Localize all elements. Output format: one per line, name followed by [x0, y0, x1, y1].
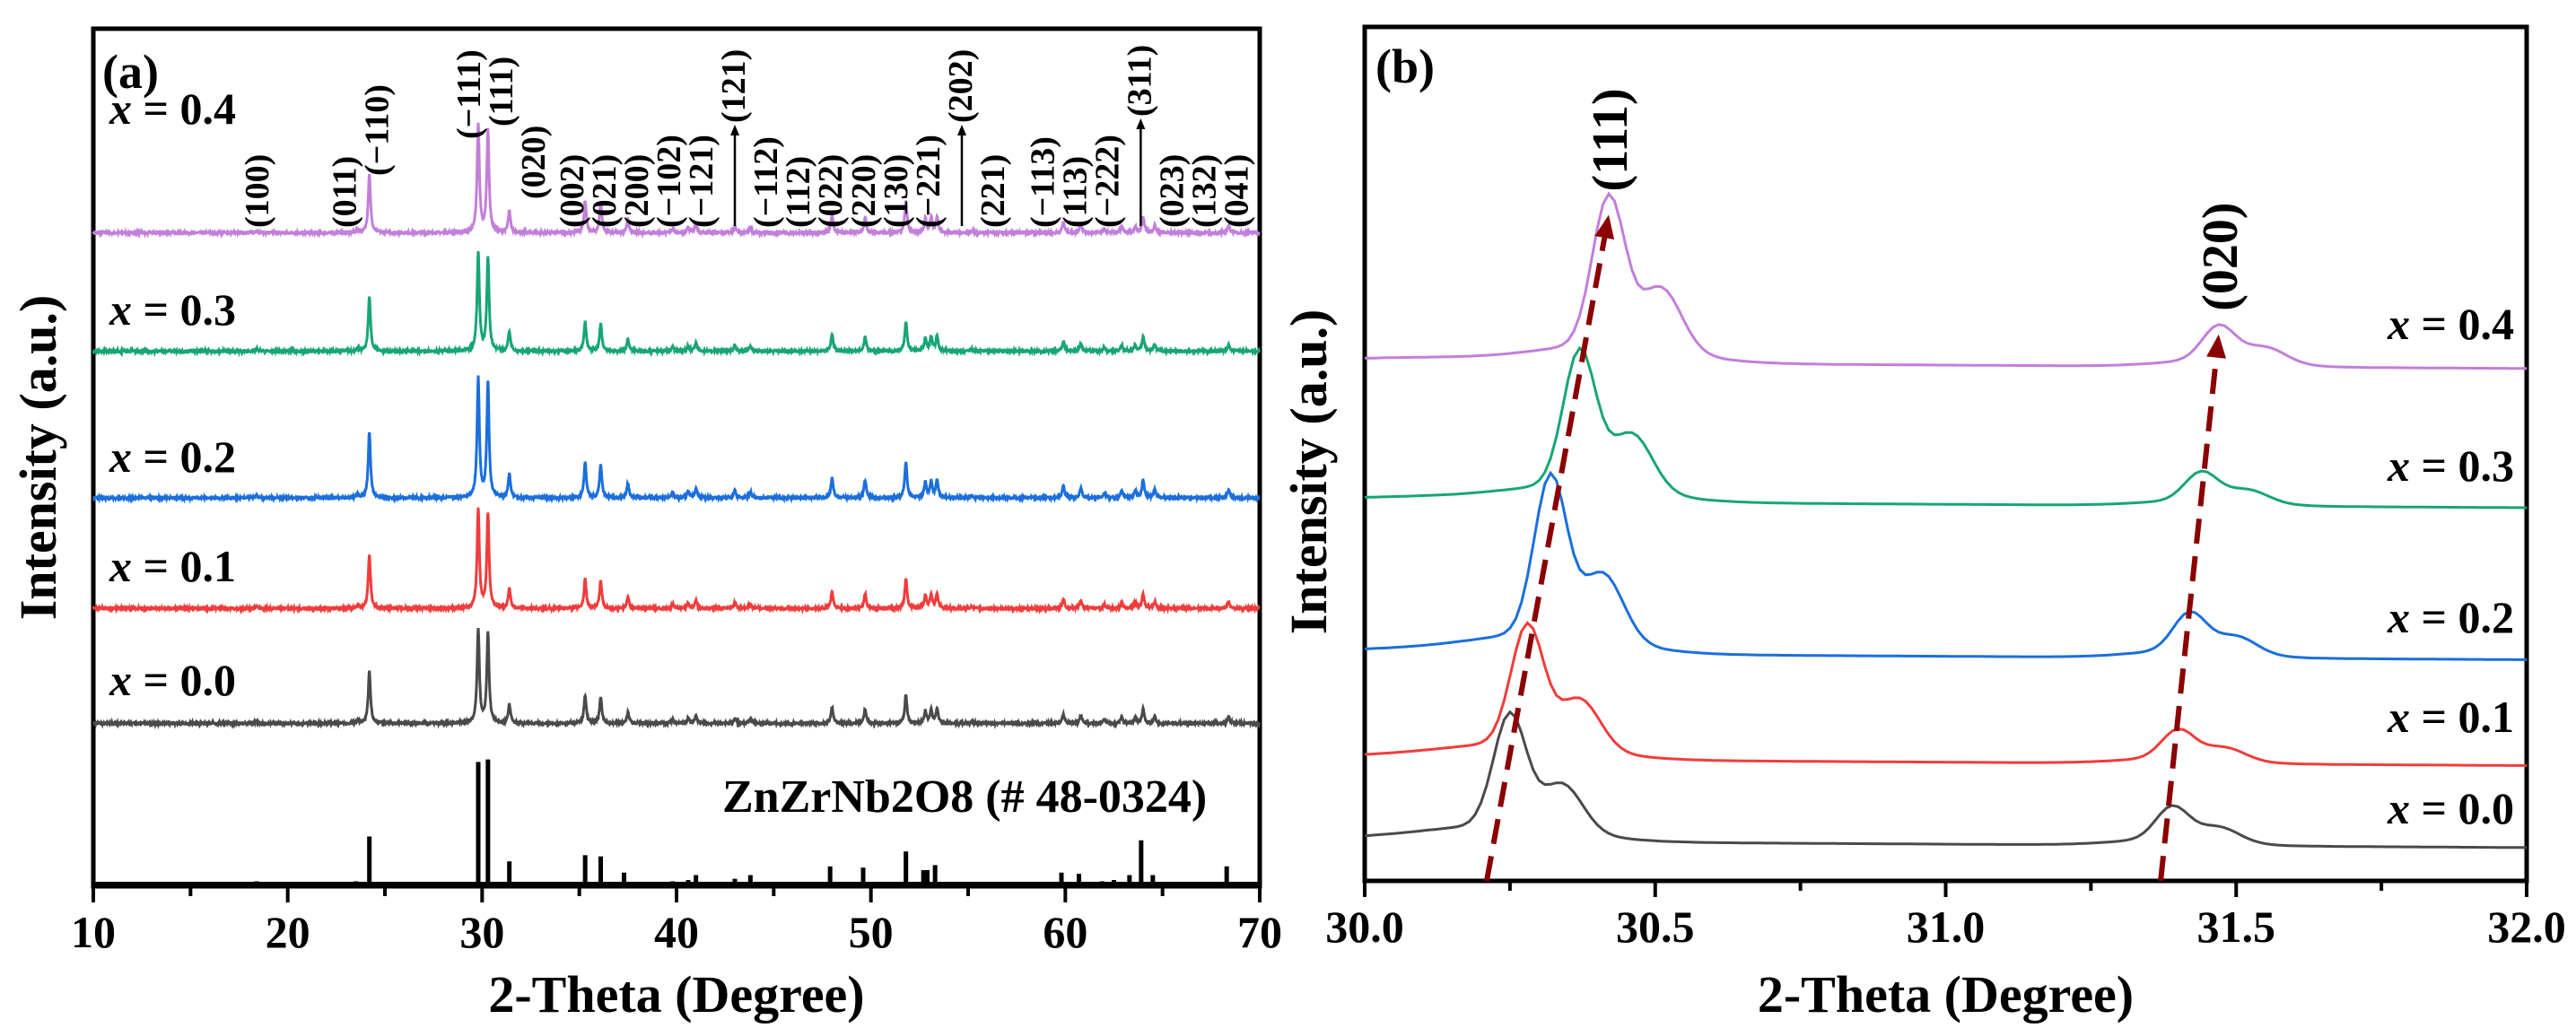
x-tick-label: 30 [459, 907, 504, 957]
hkl-label: (−221) [910, 135, 947, 228]
hkl-label: (121) [715, 49, 753, 123]
x-tick-label: 60 [1043, 907, 1087, 957]
series-label: x = 0.4 [109, 83, 236, 134]
y-axis-title: Intensity (a.u.) [9, 295, 67, 621]
hkl-label: (111) [483, 57, 520, 126]
x-tick-label: 30.5 [1616, 902, 1695, 952]
x-axis-title: 2-Theta (Degree) [1758, 965, 2134, 1024]
hkl-arrowhead [730, 125, 739, 135]
hkl-label: (311) [1121, 45, 1158, 117]
series-line-02 [92, 375, 1261, 504]
dashed-shift-arrow [2158, 357, 2220, 882]
series-label: x = 0.4 [2387, 299, 2514, 349]
hkl-label: (023) [1153, 154, 1191, 228]
hkl-label: (020) [515, 126, 553, 199]
x-tick-label: 31.5 [2197, 902, 2276, 952]
x-tick-label: 70 [1237, 907, 1282, 957]
x-tick-label: 50 [849, 907, 894, 957]
series-line-00 [1364, 710, 2528, 849]
panel-label: (a) [102, 45, 159, 99]
series-line-01 [1364, 621, 2528, 767]
hkl-label: (220) [845, 154, 883, 228]
hkl-label: (202) [942, 49, 980, 123]
series-label: x = 0.2 [2387, 592, 2514, 642]
series-line-04 [92, 122, 1261, 240]
panel-label: (b) [1375, 39, 1435, 93]
hkl-label: (−110) [359, 84, 397, 176]
hkl-arrowhead [1136, 118, 1146, 129]
hkl-label: (132) [1185, 154, 1223, 228]
series-line-01 [92, 507, 1261, 615]
series-label: x = 0.3 [109, 284, 236, 335]
panel-b-zoomed-peaks: 30.0 30.5 31.0 31.5 32.0 2-Theta (Degree) Inte… [1279, 24, 2566, 1024]
series-label: x = 0.1 [109, 541, 236, 591]
hkl-label: (011) [327, 156, 364, 228]
arrowhead [1594, 214, 1615, 240]
peak-label: (111) [1583, 88, 1638, 191]
series-label: x = 0.2 [109, 431, 236, 482]
x-tick-label: 20 [266, 907, 310, 957]
hkl-label: (−222) [1088, 135, 1126, 228]
series-line-00 [92, 628, 1262, 730]
hkl-label: (−121) [683, 135, 720, 228]
dashed-shift-arrow [1484, 237, 1608, 882]
hkl-label: (041) [1218, 154, 1255, 228]
series-line-03 [1364, 345, 2528, 510]
hkl-label: (−102) [651, 135, 688, 228]
x-tick-label: 31.0 [1907, 902, 1986, 952]
series-label: x = 0.0 [109, 655, 236, 705]
plot-frame [1362, 24, 2529, 884]
hkl-label: (113) [1056, 156, 1094, 228]
arrowhead [2206, 334, 2227, 359]
peak-label: (020) [2193, 202, 2249, 310]
hkl-arrowhead [957, 125, 966, 135]
y-axis-title: Intensity (a.u.) [1279, 309, 1338, 635]
panel-a-xrd-patterns: 10 20 30 40 50 60 70 2-Theta (Degree) Intensity … [9, 26, 1282, 1024]
hkl-label: (130) [878, 154, 915, 228]
hkl-label: (200) [618, 154, 656, 228]
x-tick-label: 40 [654, 907, 699, 957]
hkl-label: (−112) [747, 136, 785, 228]
series-label: x = 0.1 [2387, 692, 2514, 742]
hkl-label: (100) [239, 154, 276, 228]
hkl-label: (−111) [450, 49, 488, 139]
series-line-04 [1364, 191, 2527, 370]
hkl-label: (221) [974, 154, 1012, 228]
series-label: x = 0.0 [2387, 783, 2514, 833]
x-tick-label: 10 [71, 907, 116, 957]
hkl-label: (−113) [1024, 136, 1061, 228]
hkl-label: (021) [586, 154, 624, 228]
x-tick-label: 30.0 [1325, 902, 1404, 952]
hkl-label: (022) [812, 154, 850, 228]
x-tick-label: 32.0 [2487, 902, 2566, 952]
hkl-label: (112) [780, 156, 817, 228]
series-line-02 [1364, 470, 2527, 661]
series-label: x = 0.3 [2387, 440, 2514, 491]
x-axis-title: 2-Theta (Degree) [488, 965, 864, 1024]
hkl-label: (002) [554, 154, 591, 228]
reference-label: ZnZrNb2O8 (# 48-0324) [722, 771, 1207, 823]
series-line-03 [92, 250, 1262, 358]
